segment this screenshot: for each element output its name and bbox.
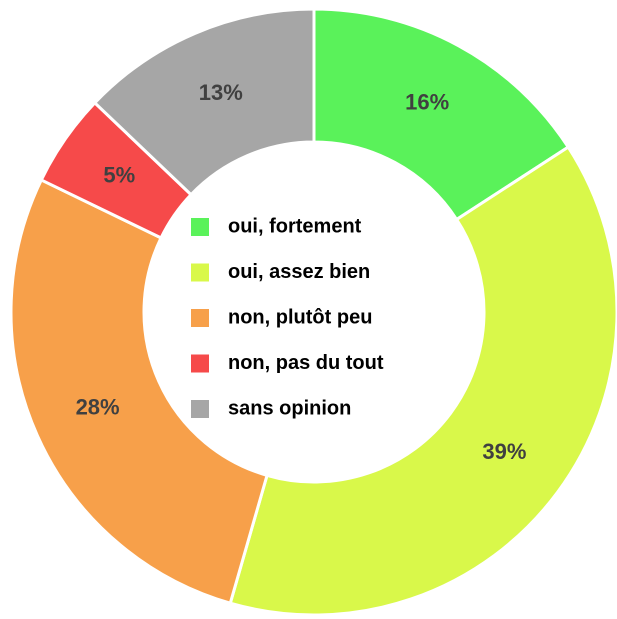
donut-slice: [312, 7, 571, 222]
donut-slice: [9, 177, 269, 606]
data-label: 28%: [76, 394, 120, 419]
legend-swatch: [191, 400, 209, 418]
legend-label: sans opinion: [228, 397, 351, 419]
legend-swatch: [191, 354, 209, 373]
legend-label: oui, assez bien: [228, 261, 370, 283]
legend-label: non, pas du tout: [228, 352, 384, 374]
data-label: 5%: [103, 163, 135, 188]
legend-swatch: [191, 309, 209, 327]
donut-slice: [228, 145, 617, 617]
data-label: 39%: [482, 439, 526, 464]
legend-label: oui, fortement: [228, 215, 362, 237]
data-label: 16%: [405, 90, 449, 115]
legend-swatch: [191, 263, 209, 282]
legend-swatch: [191, 218, 209, 236]
data-label: 13%: [199, 80, 243, 105]
donut-slice: [92, 7, 316, 197]
legend-label: non, plutôt peu: [228, 306, 372, 328]
